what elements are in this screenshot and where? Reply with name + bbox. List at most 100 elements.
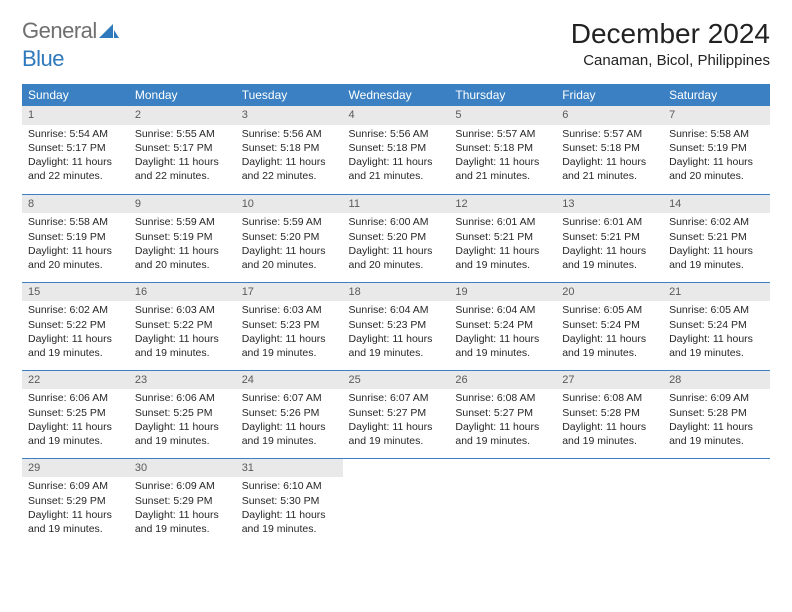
calendar-cell: .. bbox=[449, 458, 556, 546]
sunrise-label: Sunrise: bbox=[562, 216, 603, 228]
logo-sail-icon bbox=[99, 20, 119, 46]
sunset-value: 5:29 PM bbox=[67, 495, 106, 507]
day-number: 4 bbox=[343, 106, 450, 125]
sunset-value: 5:25 PM bbox=[173, 407, 212, 419]
daylight-label: Daylight: bbox=[349, 245, 393, 257]
day-number: 31 bbox=[236, 459, 343, 478]
day-body: Sunrise: 6:09 AMSunset: 5:28 PMDaylight:… bbox=[663, 389, 770, 452]
sunrise-label: Sunrise: bbox=[349, 216, 390, 228]
sunset-line: Sunset: 5:29 PM bbox=[135, 494, 230, 508]
sunset-value: 5:20 PM bbox=[387, 231, 426, 243]
title-block: December 2024 Canaman, Bicol, Philippine… bbox=[571, 18, 770, 69]
sunrise-label: Sunrise: bbox=[349, 392, 390, 404]
calendar-cell: 10Sunrise: 5:59 AMSunset: 5:20 PMDayligh… bbox=[236, 194, 343, 282]
calendar-cell: 25Sunrise: 6:07 AMSunset: 5:27 PMDayligh… bbox=[343, 370, 450, 458]
daylight-label: Daylight: bbox=[455, 421, 499, 433]
sunset-line: Sunset: 5:25 PM bbox=[28, 406, 123, 420]
sunset-line: Sunset: 5:17 PM bbox=[28, 141, 123, 155]
calendar-cell: 29Sunrise: 6:09 AMSunset: 5:29 PMDayligh… bbox=[22, 458, 129, 546]
sunset-label: Sunset: bbox=[669, 319, 708, 331]
calendar-cell: 6Sunrise: 5:57 AMSunset: 5:18 PMDaylight… bbox=[556, 106, 663, 194]
daylight-label: Daylight: bbox=[135, 245, 179, 257]
calendar-cell: 13Sunrise: 6:01 AMSunset: 5:21 PMDayligh… bbox=[556, 194, 663, 282]
sunset-value: 5:26 PM bbox=[280, 407, 319, 419]
sunrise-label: Sunrise: bbox=[28, 392, 69, 404]
sunrise-label: Sunrise: bbox=[135, 304, 176, 316]
daylight-line: Daylight: 11 hours and 20 minutes. bbox=[242, 244, 337, 272]
sunset-line: Sunset: 5:19 PM bbox=[669, 141, 764, 155]
day-body: Sunrise: 6:04 AMSunset: 5:24 PMDaylight:… bbox=[449, 301, 556, 364]
sunset-label: Sunset: bbox=[562, 142, 601, 154]
daylight-label: Daylight: bbox=[349, 156, 393, 168]
day-number: 10 bbox=[236, 195, 343, 214]
day-number: 13 bbox=[556, 195, 663, 214]
daylight-label: Daylight: bbox=[562, 333, 606, 345]
day-body: Sunrise: 5:57 AMSunset: 5:18 PMDaylight:… bbox=[449, 125, 556, 188]
day-number: 14 bbox=[663, 195, 770, 214]
column-header: Thursday bbox=[449, 84, 556, 106]
daylight-line: Daylight: 11 hours and 19 minutes. bbox=[562, 244, 657, 272]
daylight-label: Daylight: bbox=[135, 156, 179, 168]
sunrise-value: 6:07 AM bbox=[283, 392, 322, 404]
sunset-value: 5:27 PM bbox=[387, 407, 426, 419]
day-number: 29 bbox=[22, 459, 129, 478]
sunset-line: Sunset: 5:20 PM bbox=[349, 230, 444, 244]
day-number: 23 bbox=[129, 371, 236, 390]
sunset-line: Sunset: 5:19 PM bbox=[135, 230, 230, 244]
calendar-cell: 2Sunrise: 5:55 AMSunset: 5:17 PMDaylight… bbox=[129, 106, 236, 194]
sunrise-value: 6:09 AM bbox=[711, 392, 750, 404]
daylight-line: Daylight: 11 hours and 19 minutes. bbox=[669, 332, 764, 360]
sunset-line: Sunset: 5:28 PM bbox=[562, 406, 657, 420]
calendar-cell: 20Sunrise: 6:05 AMSunset: 5:24 PMDayligh… bbox=[556, 282, 663, 370]
sunrise-value: 6:05 AM bbox=[711, 304, 750, 316]
daylight-line: Daylight: 11 hours and 19 minutes. bbox=[28, 420, 123, 448]
sunset-value: 5:28 PM bbox=[708, 407, 747, 419]
daylight-label: Daylight: bbox=[135, 421, 179, 433]
column-header: Monday bbox=[129, 84, 236, 106]
location: Canaman, Bicol, Philippines bbox=[571, 52, 770, 69]
sunrise-line: Sunrise: 6:04 AM bbox=[349, 303, 444, 317]
sunset-line: Sunset: 5:21 PM bbox=[455, 230, 550, 244]
day-body: Sunrise: 5:59 AMSunset: 5:20 PMDaylight:… bbox=[236, 213, 343, 276]
sunrise-value: 6:01 AM bbox=[497, 216, 536, 228]
sunrise-value: 5:59 AM bbox=[283, 216, 322, 228]
daylight-line: Daylight: 11 hours and 21 minutes. bbox=[349, 155, 444, 183]
sunrise-line: Sunrise: 6:03 AM bbox=[242, 303, 337, 317]
daylight-line: Daylight: 11 hours and 19 minutes. bbox=[349, 420, 444, 448]
daylight-label: Daylight: bbox=[28, 421, 72, 433]
sunrise-line: Sunrise: 5:57 AM bbox=[562, 127, 657, 141]
sunrise-label: Sunrise: bbox=[669, 216, 710, 228]
calendar-cell: 7Sunrise: 5:58 AMSunset: 5:19 PMDaylight… bbox=[663, 106, 770, 194]
sunset-line: Sunset: 5:27 PM bbox=[349, 406, 444, 420]
sunset-line: Sunset: 5:23 PM bbox=[242, 318, 337, 332]
day-number: 18 bbox=[343, 283, 450, 302]
sunrise-label: Sunrise: bbox=[242, 128, 283, 140]
daylight-label: Daylight: bbox=[562, 421, 606, 433]
calendar-cell: 12Sunrise: 6:01 AMSunset: 5:21 PMDayligh… bbox=[449, 194, 556, 282]
sunset-label: Sunset: bbox=[562, 231, 601, 243]
calendar-cell: 11Sunrise: 6:00 AMSunset: 5:20 PMDayligh… bbox=[343, 194, 450, 282]
sunrise-label: Sunrise: bbox=[455, 392, 496, 404]
sunset-line: Sunset: 5:22 PM bbox=[135, 318, 230, 332]
sunrise-line: Sunrise: 6:08 AM bbox=[562, 391, 657, 405]
calendar-cell: 26Sunrise: 6:08 AMSunset: 5:27 PMDayligh… bbox=[449, 370, 556, 458]
calendar-row: 15Sunrise: 6:02 AMSunset: 5:22 PMDayligh… bbox=[22, 282, 770, 370]
calendar-cell: 16Sunrise: 6:03 AMSunset: 5:22 PMDayligh… bbox=[129, 282, 236, 370]
sunrise-value: 6:04 AM bbox=[497, 304, 536, 316]
sunset-label: Sunset: bbox=[28, 495, 67, 507]
calendar-cell: 8Sunrise: 5:58 AMSunset: 5:19 PMDaylight… bbox=[22, 194, 129, 282]
column-header: Wednesday bbox=[343, 84, 450, 106]
day-number: 12 bbox=[449, 195, 556, 214]
sunset-value: 5:19 PM bbox=[173, 231, 212, 243]
sunset-value: 5:21 PM bbox=[601, 231, 640, 243]
day-body: Sunrise: 6:09 AMSunset: 5:29 PMDaylight:… bbox=[129, 477, 236, 540]
sunset-value: 5:24 PM bbox=[708, 319, 747, 331]
daylight-label: Daylight: bbox=[669, 156, 713, 168]
sunset-value: 5:19 PM bbox=[67, 231, 106, 243]
day-number: 27 bbox=[556, 371, 663, 390]
daylight-line: Daylight: 11 hours and 20 minutes. bbox=[669, 155, 764, 183]
sunrise-label: Sunrise: bbox=[28, 480, 69, 492]
sunset-line: Sunset: 5:18 PM bbox=[349, 141, 444, 155]
sunset-label: Sunset: bbox=[349, 407, 388, 419]
calendar-cell: 24Sunrise: 6:07 AMSunset: 5:26 PMDayligh… bbox=[236, 370, 343, 458]
